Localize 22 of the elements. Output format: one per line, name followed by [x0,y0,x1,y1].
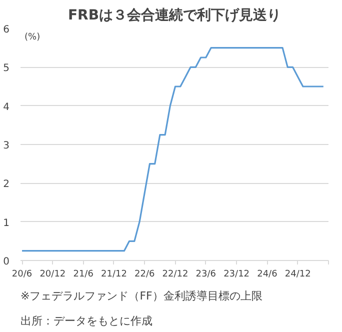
line-series [21,47,324,252]
y-tick-label: 5 [3,63,10,74]
text: 出所：データをもとに作成 [20,314,152,328]
y-tick-label: 3 [3,140,10,152]
y-tick-label: 4 [3,102,10,113]
x-tick-label: 23/6 [196,270,216,280]
x-tick-label: 20/12 [40,270,66,280]
text: ※フェデラルファンド（FF）金利誘導目標の上限 [20,290,262,302]
x-tick-label: 20/6 [12,270,32,280]
y-tick-label: 1 [3,218,10,229]
y-tick-label: 6 [3,24,10,36]
y-tick-label: 2 [3,179,10,190]
chart-title: FRBは３会合連続で利下げ見送り [68,8,282,24]
x-tick-label: 24/12 [284,270,311,280]
x-tick-label: 22/12 [162,270,188,280]
x-tick-label: 22/6 [134,270,155,280]
x-tick-label: 23/12 [224,270,250,280]
x-tick-label: 21/6 [73,270,94,280]
x-tick-label: 24/6 [257,270,278,280]
x-tick-label: 21/12 [101,270,127,280]
y-tick-label: 0 [3,256,10,268]
y-axis-title: (%) [24,32,40,42]
